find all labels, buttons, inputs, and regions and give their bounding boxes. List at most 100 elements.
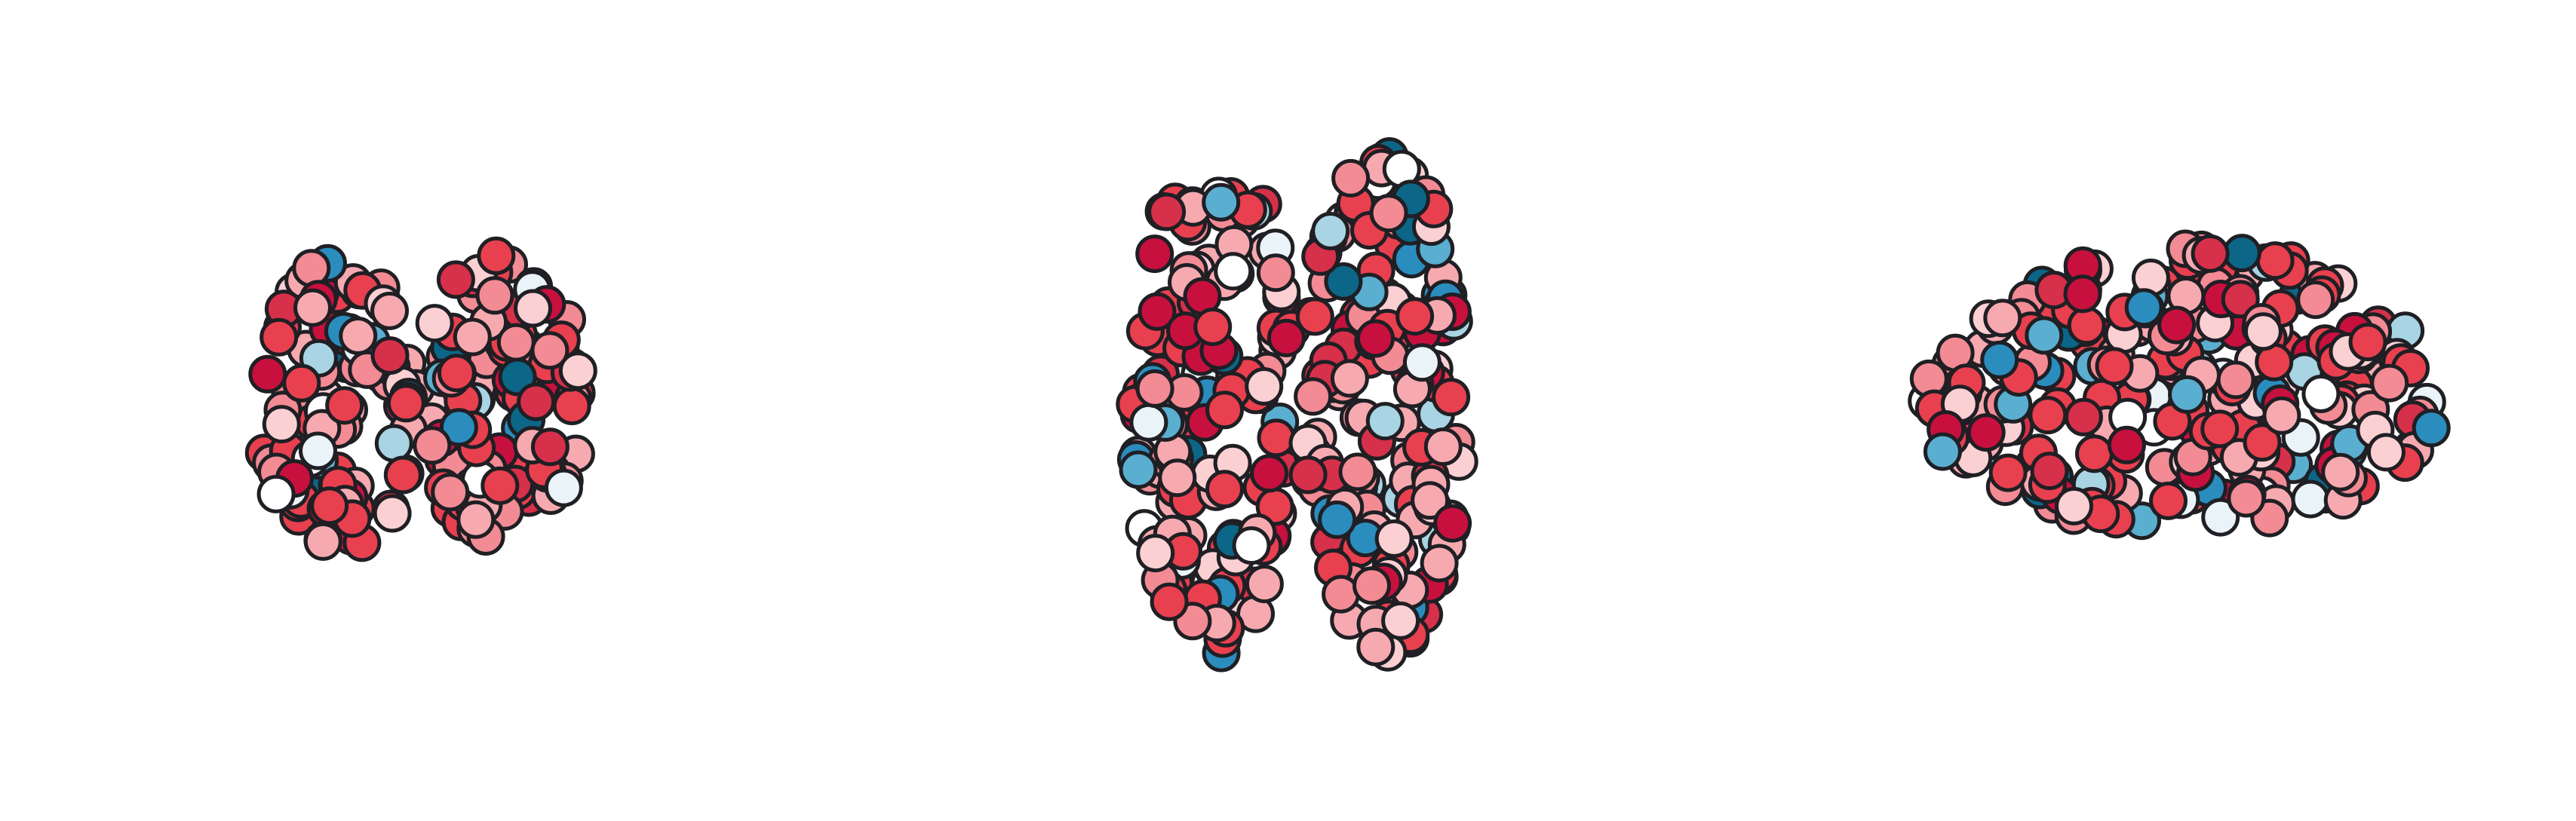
node-marker [1129,403,1168,442]
node-marker [514,289,552,328]
node-marker [256,474,296,513]
node-marker [2243,423,2282,462]
node-marker [481,466,520,505]
node-marker [2067,306,2106,345]
node-marker [386,384,425,423]
node-marker [2216,360,2255,400]
node-marker [1119,450,1158,489]
node-marker [1324,262,1363,301]
node-marker [2095,347,2134,386]
node-marker [1923,432,1962,471]
node-marker [299,431,337,470]
node-marker [1411,481,1450,520]
node-marker [2262,396,2301,435]
node-marker [2301,375,2341,413]
axial-view [1116,137,1478,672]
node-marker [439,408,478,447]
node-marker [2366,433,2406,472]
node-marker [310,486,349,525]
node-marker [2063,274,2102,314]
node-marker [1295,297,1334,336]
node-marker [1245,565,1284,604]
node-marker [1433,504,1472,543]
node-marker [292,249,331,288]
node-marker [1147,192,1187,231]
coronal-view [244,236,597,562]
node-marker [1395,297,1435,336]
node-marker [1135,234,1174,274]
node-marker [303,522,342,561]
node-marker [259,317,299,357]
node-marker [1150,582,1189,621]
node-marker [437,354,476,393]
node-marker [475,276,514,315]
node-marker [2255,241,2295,280]
node-marker [2025,316,2064,355]
node-marker [383,455,422,495]
node-marker [1136,534,1175,573]
node-marker [2321,452,2360,492]
node-marker [1135,369,1174,408]
node-marker [2149,481,2188,520]
node-marker [1352,566,1391,605]
node-marker [1311,212,1350,250]
node-marker [1267,318,1306,357]
node-marker [544,468,583,507]
node-marker [2243,312,2283,351]
node-marker [1423,427,1463,466]
node-marker [2064,397,2103,437]
node-marker [1250,454,1289,493]
node-marker [552,387,591,425]
node-marker [436,260,475,299]
node-marker [339,317,378,355]
node-marker [325,386,364,425]
node-marker [1257,418,1296,458]
node-marker [2227,479,2266,518]
node-marker [248,354,287,394]
node-marker [370,291,409,330]
node-marker [1369,194,1408,233]
node-marker [530,427,570,467]
node-marker [2055,486,2093,525]
node-marker [1245,367,1284,406]
node-marker [2191,234,2230,273]
node-marker [1158,458,1197,498]
node-marker [370,336,410,375]
node-marker [1318,500,1357,539]
node-marker [2168,375,2206,414]
node-marker [2030,452,2069,491]
node-marker [1331,158,1371,198]
node-marker [1381,601,1420,640]
node-marker [1967,413,2006,452]
node-marker [2124,288,2163,327]
node-marker [496,323,536,362]
node-marker [1980,340,2019,379]
node-marker [1356,627,1395,666]
node-marker [2370,363,2409,403]
node-marker [2201,498,2240,537]
node-marker [2412,409,2451,448]
node-marker [2296,280,2335,320]
node-marker [1356,319,1395,358]
node-marker [1193,308,1233,346]
node-marker [453,317,492,357]
node-marker [1988,453,2028,492]
node-marker [456,500,496,539]
node-marker [530,331,570,370]
node-marker [558,351,597,391]
node-marker [1330,359,1369,398]
node-marker [282,363,321,403]
node-marker [293,288,332,327]
node-marker [1138,292,1177,331]
node-marker [431,473,470,512]
node-marker [1402,343,1442,382]
node-marker [1294,377,1333,416]
node-marker [2107,425,2146,464]
node-marker [373,494,412,533]
sagittal-view [1908,229,2451,541]
node-marker [1202,182,1241,222]
node-marker [1205,470,1244,509]
node-marker [2348,323,2387,362]
